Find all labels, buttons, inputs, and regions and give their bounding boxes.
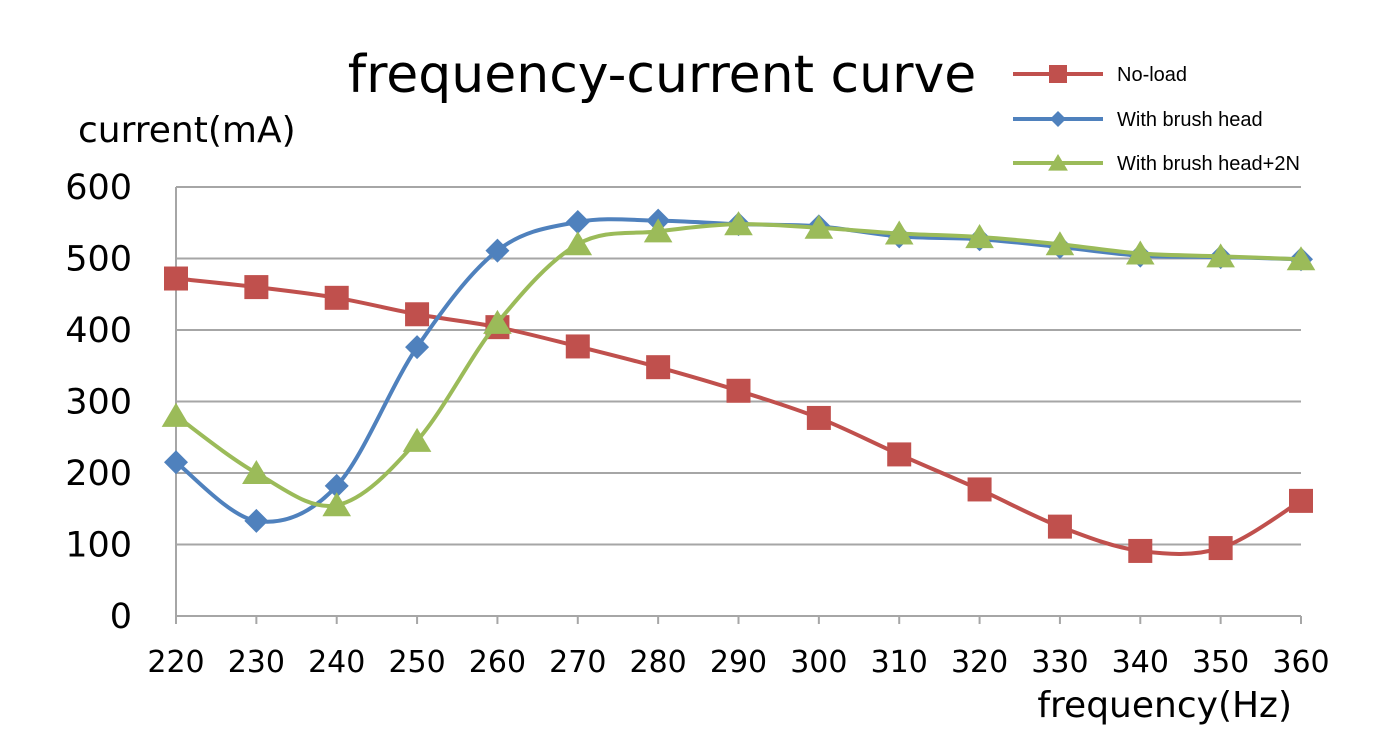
legend-item: With brush head+2N bbox=[1013, 153, 1300, 175]
data-point bbox=[242, 460, 271, 485]
data-point bbox=[322, 492, 352, 517]
x-axis-title: frequency(Hz) bbox=[1037, 685, 1292, 726]
data-point bbox=[1047, 514, 1072, 539]
x-tick-label: 360 bbox=[1272, 645, 1329, 680]
x-tick-label: 220 bbox=[147, 645, 204, 680]
legend-label: With brush head bbox=[1117, 109, 1263, 131]
data-point bbox=[324, 473, 349, 498]
data-point bbox=[164, 266, 188, 291]
legend-marker bbox=[1050, 111, 1066, 127]
data-point bbox=[643, 218, 673, 243]
data-point bbox=[563, 231, 593, 256]
legend-marker bbox=[1049, 65, 1067, 83]
y-tick-label: 0 bbox=[110, 597, 132, 637]
legend-item: No-load bbox=[1013, 64, 1187, 86]
x-tick-labels: 220 230 240 250 260 270 280 290 300 310 320 330 340 3… bbox=[147, 645, 1329, 680]
y-tick-label: 300 bbox=[65, 383, 132, 423]
series-line bbox=[174, 217, 1302, 524]
data-point bbox=[1045, 231, 1075, 256]
data-point bbox=[164, 450, 188, 475]
data-point bbox=[405, 335, 430, 360]
y-tick-labels: 0 100 200 300 400 500 600 bbox=[65, 168, 132, 637]
y-tick-label: 400 bbox=[65, 311, 132, 351]
data-point bbox=[806, 405, 831, 430]
data-point bbox=[483, 309, 512, 334]
chart-title: frequency-current curve bbox=[348, 45, 976, 105]
data-point bbox=[726, 378, 751, 403]
x-tick-label: 320 bbox=[951, 645, 1008, 680]
axes bbox=[175, 187, 1302, 624]
data-point bbox=[324, 285, 349, 310]
x-tick-label: 270 bbox=[549, 645, 606, 680]
data-point bbox=[565, 210, 590, 235]
legend-label: With brush head+2N bbox=[1117, 153, 1300, 175]
x-tick-label: 240 bbox=[308, 645, 365, 680]
data-point bbox=[1286, 246, 1316, 271]
data-point bbox=[1206, 243, 1235, 268]
data-point bbox=[485, 238, 510, 263]
x-tick-label: 260 bbox=[469, 645, 526, 680]
data-point bbox=[1289, 488, 1313, 513]
data-point bbox=[965, 224, 994, 249]
data-point bbox=[646, 355, 671, 380]
x-tick-label: 340 bbox=[1112, 645, 1169, 680]
data-point bbox=[967, 477, 992, 502]
legend-item: With brush head bbox=[1013, 109, 1263, 131]
series-no-load bbox=[164, 266, 1313, 563]
x-tick-label: 230 bbox=[228, 645, 285, 680]
series-group bbox=[161, 208, 1316, 563]
x-tick-label: 310 bbox=[871, 645, 928, 680]
data-point bbox=[244, 275, 269, 300]
x-tick-label: 300 bbox=[790, 645, 847, 680]
data-point bbox=[1125, 240, 1155, 265]
data-point bbox=[161, 402, 191, 427]
data-point bbox=[887, 442, 912, 467]
data-point bbox=[405, 302, 430, 327]
y-tick-label: 600 bbox=[65, 168, 132, 208]
series-line bbox=[174, 222, 1302, 508]
x-tick-label: 330 bbox=[1031, 645, 1088, 680]
data-point bbox=[1128, 538, 1153, 563]
data-point bbox=[402, 427, 432, 452]
x-tick-label: 250 bbox=[388, 645, 445, 680]
data-point bbox=[1208, 536, 1233, 561]
y-tick-label: 500 bbox=[65, 240, 132, 280]
data-point bbox=[884, 220, 914, 245]
data-point bbox=[804, 214, 834, 239]
gridlines bbox=[176, 186, 1301, 546]
legend-label: No-load bbox=[1117, 64, 1187, 86]
x-tick-label: 350 bbox=[1192, 645, 1249, 680]
y-tick-label: 200 bbox=[65, 454, 132, 494]
y-tick-label: 100 bbox=[65, 526, 132, 566]
x-tick-label: 280 bbox=[630, 645, 687, 680]
data-point bbox=[724, 211, 753, 236]
data-point bbox=[565, 334, 590, 359]
series-with-brush-head-2n bbox=[161, 211, 1316, 517]
legend: No-load With brush head With brush head+2N bbox=[1013, 64, 1300, 175]
data-point bbox=[244, 508, 269, 533]
legend-marker bbox=[1048, 154, 1068, 171]
y-axis-title: current(mA) bbox=[78, 110, 296, 151]
x-tick-label: 290 bbox=[710, 645, 767, 680]
